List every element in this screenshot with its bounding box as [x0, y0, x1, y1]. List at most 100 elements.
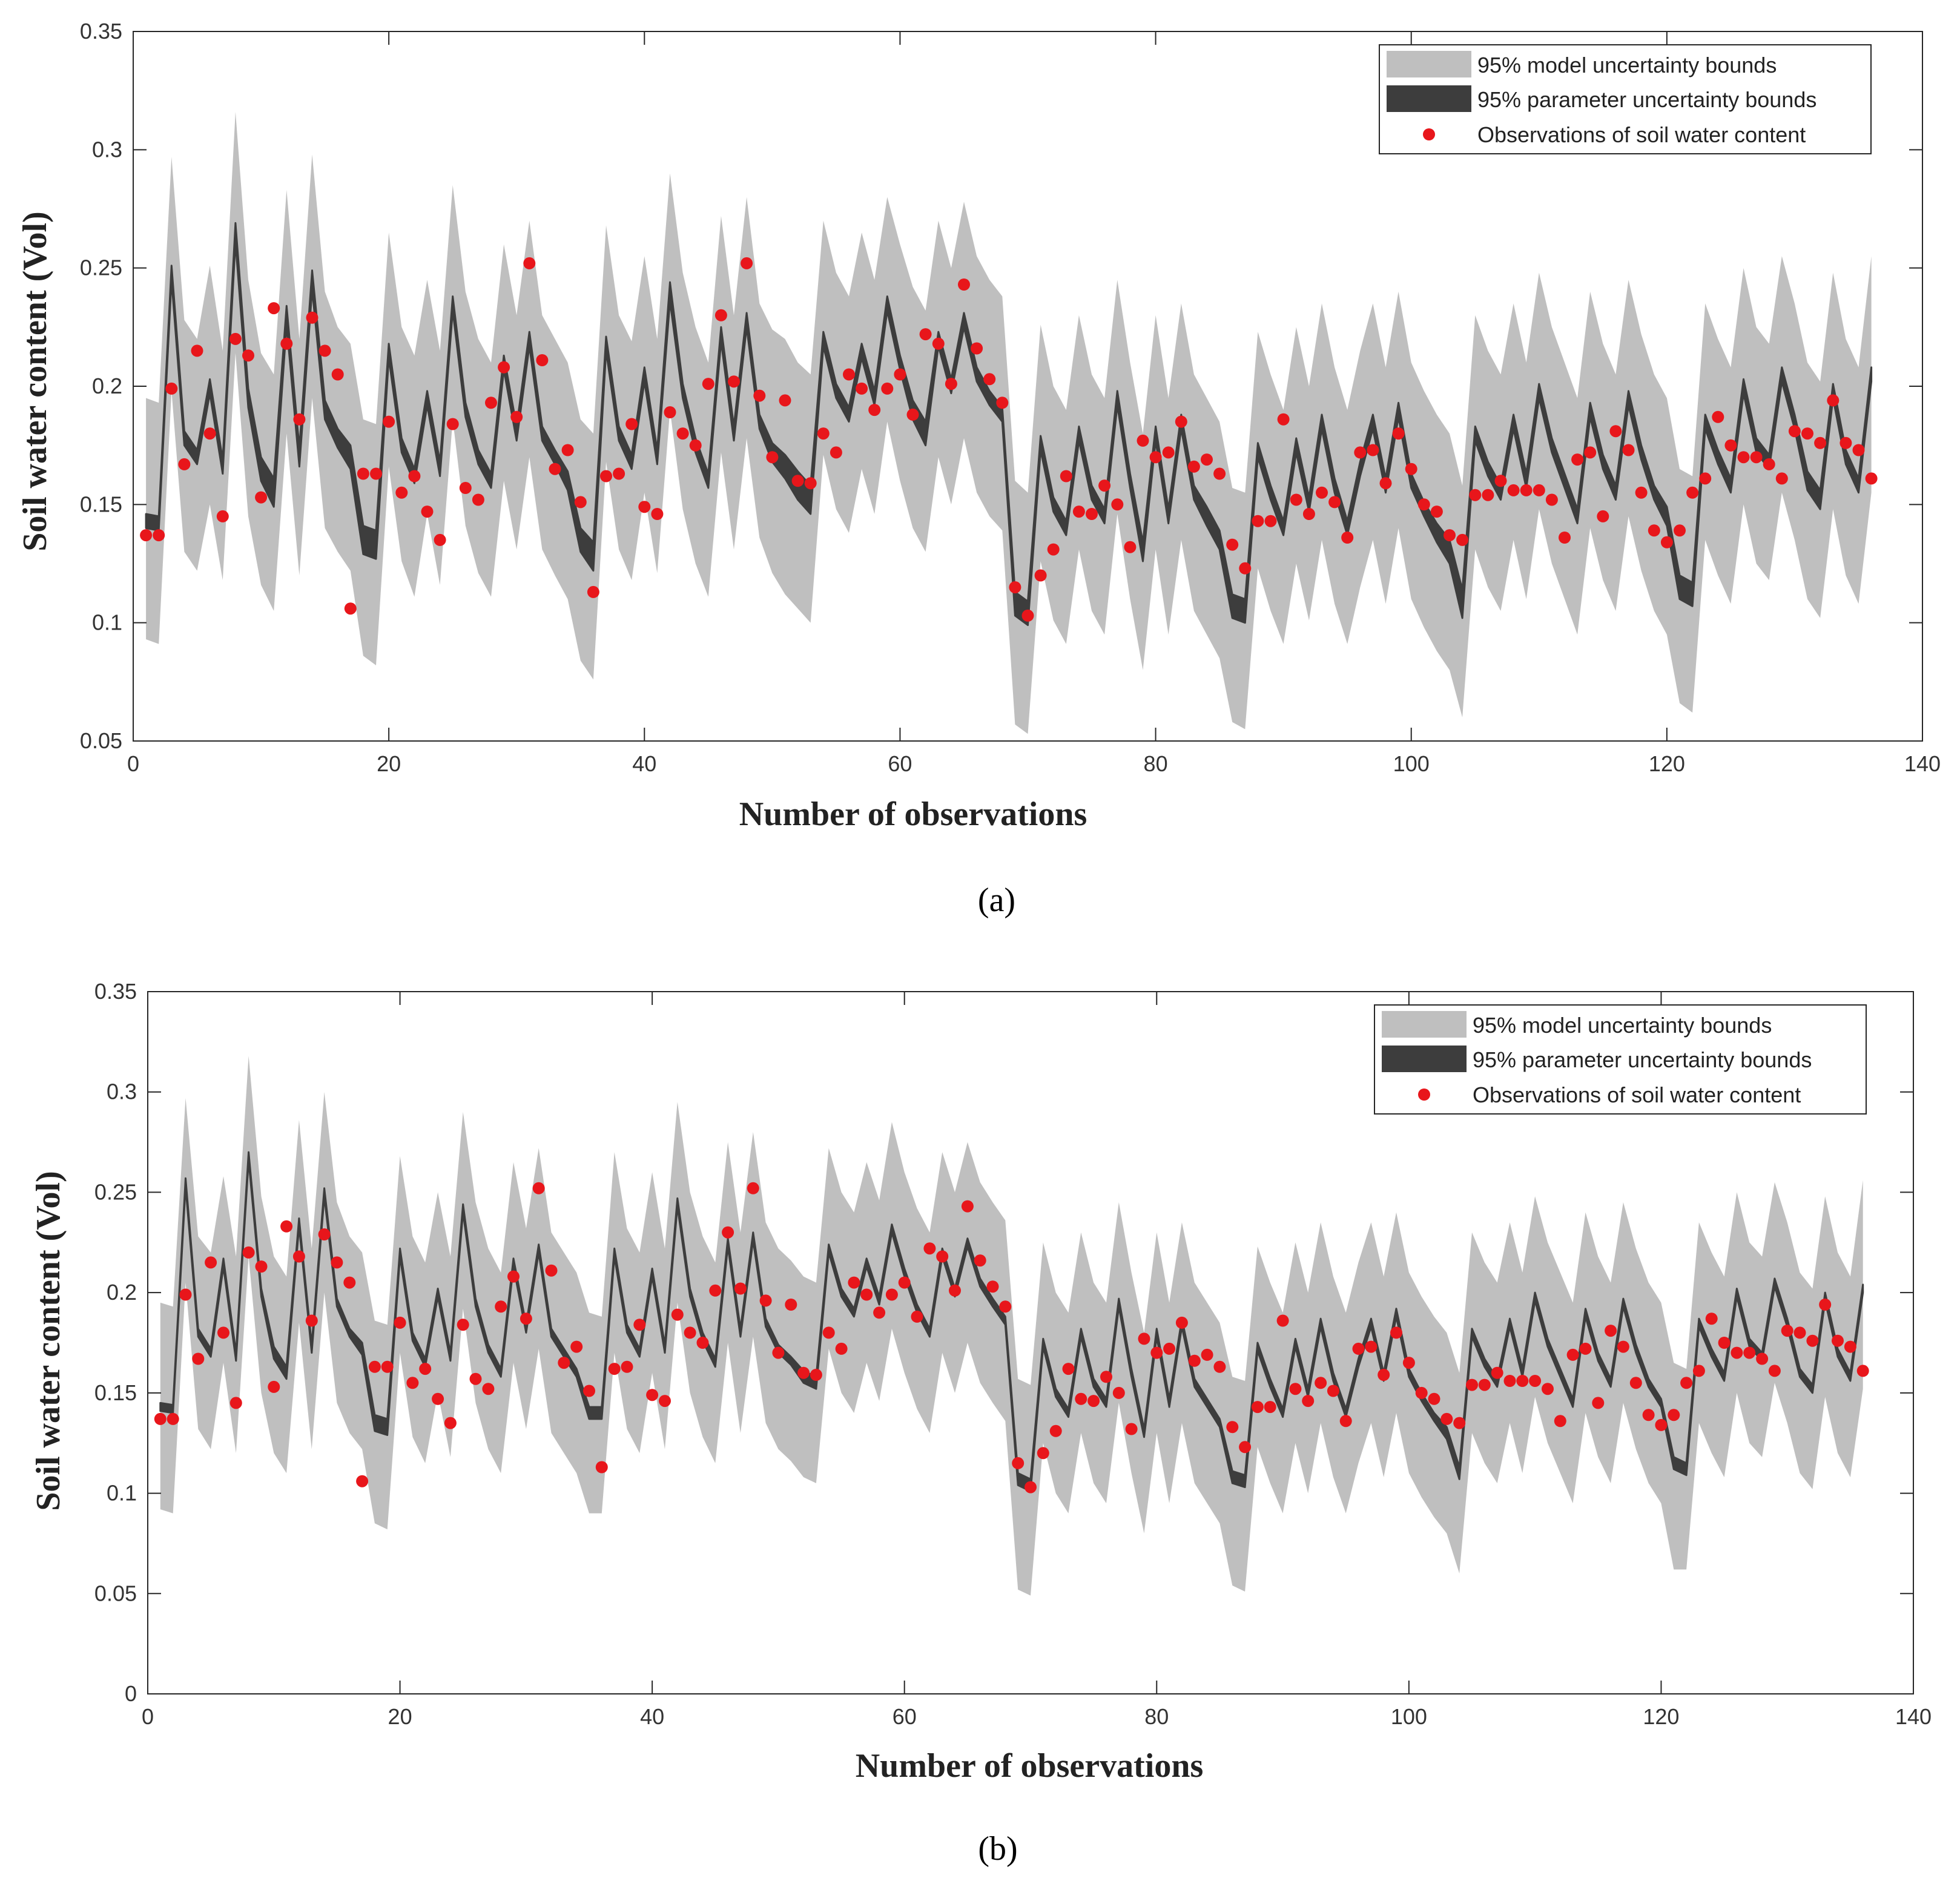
observation-point: [331, 1256, 343, 1269]
observation-point: [229, 332, 242, 345]
observation-point: [600, 470, 612, 482]
observation-point: [498, 361, 510, 374]
legend-param-swatch: [1387, 85, 1471, 112]
observation-point: [165, 382, 178, 395]
observation-point: [1239, 1441, 1252, 1454]
observation-point: [753, 389, 766, 402]
observation-point: [1276, 1314, 1289, 1327]
observation-point: [1712, 410, 1724, 423]
observation-point: [1378, 1369, 1390, 1381]
legend-entry-model: 95% model uncertainty bounds: [1473, 1013, 1772, 1038]
observation-point: [457, 1319, 469, 1331]
observation-point: [1466, 1378, 1478, 1391]
observation-point: [370, 467, 382, 480]
observation-point: [331, 368, 344, 381]
observation-point: [971, 342, 983, 355]
observation-point: [192, 1352, 205, 1365]
observation-point: [885, 1288, 898, 1301]
observation-point: [1201, 453, 1213, 466]
parameter-uncertainty-band-layer: [145, 222, 1873, 627]
observation-point: [395, 486, 408, 499]
observation-point: [983, 373, 996, 386]
y-tick-label: 0.1: [107, 1481, 137, 1506]
observation-point: [1354, 446, 1367, 459]
observation-point: [1034, 569, 1047, 582]
y-axis-label: Soil water content (Vol): [30, 1171, 67, 1511]
observation-point: [536, 354, 549, 366]
observation-point: [1737, 451, 1750, 464]
legend-entry-model: 95% model uncertainty bounds: [1477, 53, 1777, 77]
observation-point: [817, 427, 830, 440]
observation-point: [1806, 1334, 1819, 1347]
model-uncertainty-band: [160, 1056, 1863, 1596]
observation-point: [1579, 1342, 1592, 1355]
observation-point: [633, 1319, 646, 1331]
observation-point: [1415, 1386, 1428, 1399]
observation-point: [714, 309, 727, 321]
axes-layer: 0 20 40 60 80 100 120 140 0.05 0.1 0.15 0.2 0.25 0.3 0…: [80, 19, 1941, 776]
observation-point: [1302, 508, 1315, 520]
observation-point: [1648, 524, 1660, 537]
observation-point: [203, 427, 216, 440]
observation-point: [638, 501, 651, 513]
observation-point: [510, 410, 523, 423]
observation-point: [1012, 1457, 1025, 1469]
observation-point: [153, 529, 165, 542]
observation-point: [523, 257, 536, 269]
observation-point: [1251, 1401, 1264, 1414]
observation-point: [1037, 1447, 1049, 1460]
observation-point: [1699, 472, 1712, 485]
observation-point: [1290, 493, 1302, 506]
observation-point: [191, 344, 203, 357]
y-tick-label: 0.2: [92, 374, 122, 398]
observation-point: [999, 1300, 1012, 1313]
observation-point: [1062, 1363, 1075, 1375]
observation-point: [306, 311, 318, 324]
observation-point: [1491, 1366, 1503, 1379]
observation-point: [1125, 1423, 1138, 1435]
observation-point: [292, 1250, 305, 1263]
legend: 95% model uncertainty bounds 95% paramet…: [1379, 44, 1872, 154]
observation-point: [696, 1337, 709, 1349]
observation-point: [621, 1360, 633, 1373]
observation-point: [873, 1306, 886, 1319]
observation-point: [1793, 1326, 1806, 1339]
observation-point: [1453, 1417, 1466, 1429]
observation-point: [545, 1264, 558, 1277]
observation-point: [986, 1280, 999, 1293]
observation-point: [689, 439, 702, 452]
observation-point: [741, 257, 753, 269]
observation-point: [1788, 425, 1801, 438]
observation-point: [1827, 394, 1840, 407]
legend-entry-parameter: 95% parameter uncertainty bounds: [1477, 87, 1816, 112]
observation-point: [1444, 529, 1456, 542]
observation-point: [1087, 1395, 1100, 1408]
observation-point: [860, 1288, 873, 1301]
observation-point: [1226, 1421, 1239, 1434]
observation-point: [759, 1294, 772, 1307]
observation-point: [1175, 1316, 1188, 1329]
observation-point: [1629, 1377, 1642, 1389]
observation-point: [432, 1392, 444, 1405]
observation-point: [1328, 496, 1341, 509]
observation-point: [205, 1256, 217, 1269]
observation-point: [1390, 1326, 1402, 1339]
observation-point: [1605, 1325, 1617, 1337]
observation-point: [1692, 1365, 1705, 1377]
observation-point: [881, 382, 894, 395]
observation-point: [1339, 1415, 1352, 1428]
x-tick-label: 0: [127, 751, 139, 776]
observation-point: [1367, 444, 1379, 456]
observation-point: [1554, 1415, 1566, 1428]
observation-point: [167, 1412, 179, 1425]
observation-point: [1392, 427, 1405, 440]
observation-point: [1138, 1332, 1150, 1345]
y-tick-label: 0.1: [92, 610, 122, 635]
observation-point: [1009, 581, 1021, 594]
observation-point: [1365, 1340, 1378, 1353]
x-tick-label: 60: [888, 751, 912, 776]
observation-point: [664, 406, 676, 418]
observation-point: [561, 444, 574, 456]
observation-point: [1341, 532, 1354, 544]
observation-point: [485, 397, 497, 409]
